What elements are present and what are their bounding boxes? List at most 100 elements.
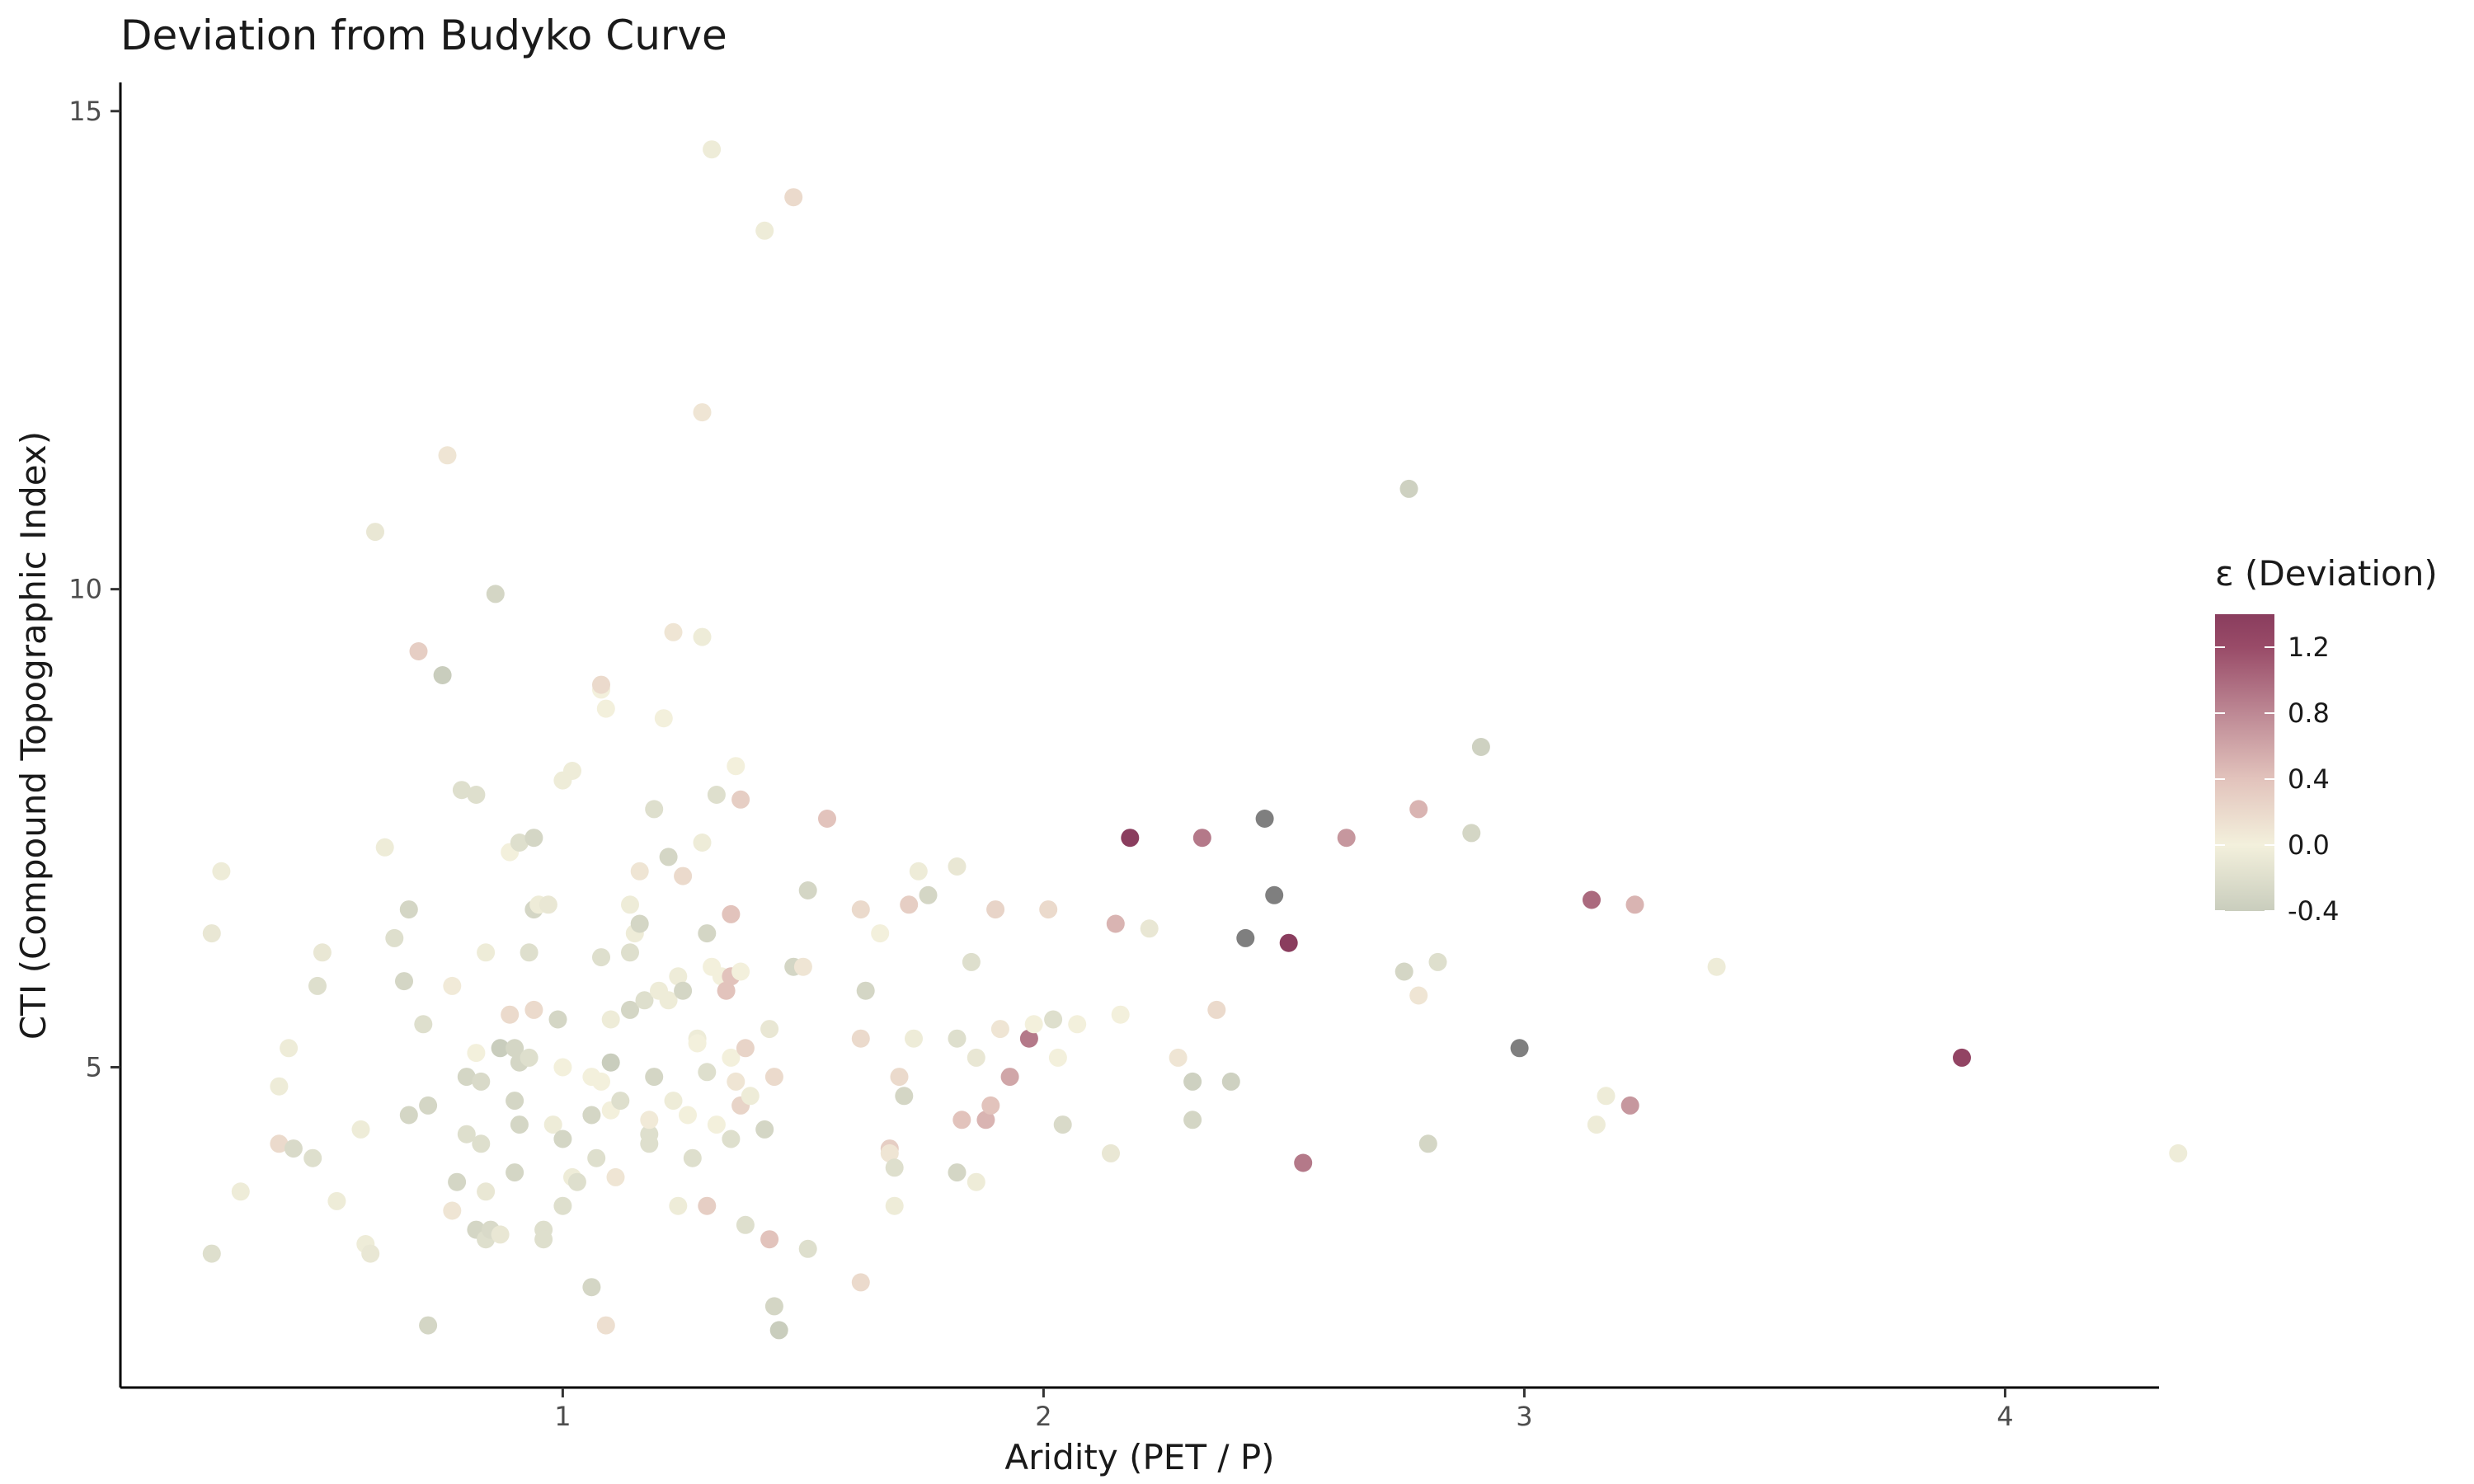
data-point-79 xyxy=(596,699,615,718)
data-point-103 xyxy=(664,1092,683,1111)
data-point-28 xyxy=(443,976,462,995)
data-point-121 xyxy=(707,1115,726,1134)
data-point-213 xyxy=(1625,895,1644,914)
data-point-30 xyxy=(452,781,471,800)
data-point-80 xyxy=(596,1316,615,1335)
data-point-12 xyxy=(351,1120,370,1139)
data-point-140 xyxy=(764,1068,783,1087)
data-point-1 xyxy=(212,862,231,881)
legend-title: ε (Deviation) xyxy=(2215,553,2438,594)
data-point-100 xyxy=(659,848,678,866)
data-point-60 xyxy=(534,1230,553,1249)
data-point-23 xyxy=(419,1316,438,1335)
x-tick-label: 2 xyxy=(1035,1401,1051,1432)
data-point-53 xyxy=(520,943,539,962)
data-point-144 xyxy=(784,188,803,207)
data-point-149 xyxy=(851,900,870,919)
data-point-156 xyxy=(885,1158,904,1177)
data-point-124 xyxy=(722,904,741,923)
data-point-158 xyxy=(890,1068,909,1087)
data-point-4 xyxy=(270,1134,289,1153)
data-point-195 xyxy=(1255,810,1274,828)
data-point-61 xyxy=(539,895,557,914)
data-point-94 xyxy=(640,1134,659,1153)
x-tick-label: 4 xyxy=(1997,1401,2013,1432)
data-point-204 xyxy=(1418,1134,1437,1153)
data-point-64 xyxy=(553,1129,572,1148)
data-point-88 xyxy=(621,1000,639,1019)
data-point-191 xyxy=(1192,829,1211,848)
data-point-159 xyxy=(895,1087,914,1106)
data-point-31 xyxy=(457,1068,476,1087)
data-point-99 xyxy=(654,709,673,728)
data-point-20 xyxy=(399,1106,418,1125)
data-point-197 xyxy=(1279,933,1298,952)
data-point-209 xyxy=(1583,890,1601,909)
x-tick-label: 1 xyxy=(554,1401,571,1432)
data-point-190 xyxy=(1183,1111,1202,1129)
data-point-188 xyxy=(1169,1048,1188,1067)
data-point-126 xyxy=(722,1048,741,1067)
data-point-170 xyxy=(967,1172,985,1191)
data-point-7 xyxy=(280,1039,299,1058)
data-point-105 xyxy=(669,1196,688,1215)
data-point-111 xyxy=(688,1034,707,1053)
data-point-113 xyxy=(693,627,712,646)
data-point-167 xyxy=(952,1111,971,1129)
data-point-177 xyxy=(1024,1015,1043,1034)
data-point-142 xyxy=(769,1321,788,1340)
data-point-38 xyxy=(472,1134,491,1153)
data-point-71 xyxy=(582,1106,601,1125)
data-point-207 xyxy=(1471,738,1490,756)
data-point-86 xyxy=(621,895,639,914)
data-point-160 xyxy=(900,895,919,914)
data-point-168 xyxy=(962,952,981,971)
data-point-173 xyxy=(986,900,1005,919)
data-point-24 xyxy=(419,1096,438,1115)
data-point-166 xyxy=(948,1163,967,1182)
data-point-97 xyxy=(645,1068,664,1087)
data-point-81 xyxy=(601,1053,620,1072)
data-point-26 xyxy=(438,446,457,465)
data-point-33 xyxy=(467,786,486,804)
data-point-201 xyxy=(1399,479,1418,498)
data-point-129 xyxy=(727,1072,745,1091)
data-point-186 xyxy=(1121,829,1140,848)
data-point-155 xyxy=(880,1144,899,1162)
data-point-163 xyxy=(919,885,938,904)
data-point-87 xyxy=(621,943,639,962)
data-point-134 xyxy=(736,1215,755,1234)
data-point-82 xyxy=(601,1010,620,1029)
data-point-15 xyxy=(366,523,384,542)
data-point-57 xyxy=(524,1000,543,1019)
data-point-19 xyxy=(399,900,418,919)
data-point-179 xyxy=(1044,1010,1063,1029)
data-point-96 xyxy=(645,800,664,819)
data-point-189 xyxy=(1183,1072,1202,1091)
data-point-136 xyxy=(755,1120,774,1139)
data-point-106 xyxy=(674,866,693,885)
data-point-202 xyxy=(1409,800,1428,819)
data-point-6 xyxy=(284,1139,303,1158)
data-point-95 xyxy=(640,1111,659,1129)
data-point-157 xyxy=(885,1196,904,1215)
data-point-84 xyxy=(606,1167,625,1186)
data-point-46 xyxy=(501,1005,520,1024)
legend-tick-label: 1.2 xyxy=(2288,632,2330,663)
data-point-14 xyxy=(361,1244,380,1263)
data-point-56 xyxy=(524,829,543,848)
legend-tick-label: 0.0 xyxy=(2288,829,2330,861)
data-point-107 xyxy=(674,981,693,1000)
data-point-152 xyxy=(856,981,875,1000)
data-point-51 xyxy=(510,1115,529,1134)
data-point-184 xyxy=(1106,914,1125,933)
data-point-206 xyxy=(1462,824,1481,843)
data-point-187 xyxy=(1140,919,1159,938)
data-point-68 xyxy=(563,762,581,780)
data-point-118 xyxy=(703,140,722,159)
data-point-172 xyxy=(981,1096,1000,1115)
data-point-171 xyxy=(976,1111,995,1129)
data-point-8 xyxy=(303,1148,322,1167)
data-point-37 xyxy=(477,943,496,962)
data-point-3 xyxy=(231,1182,250,1201)
